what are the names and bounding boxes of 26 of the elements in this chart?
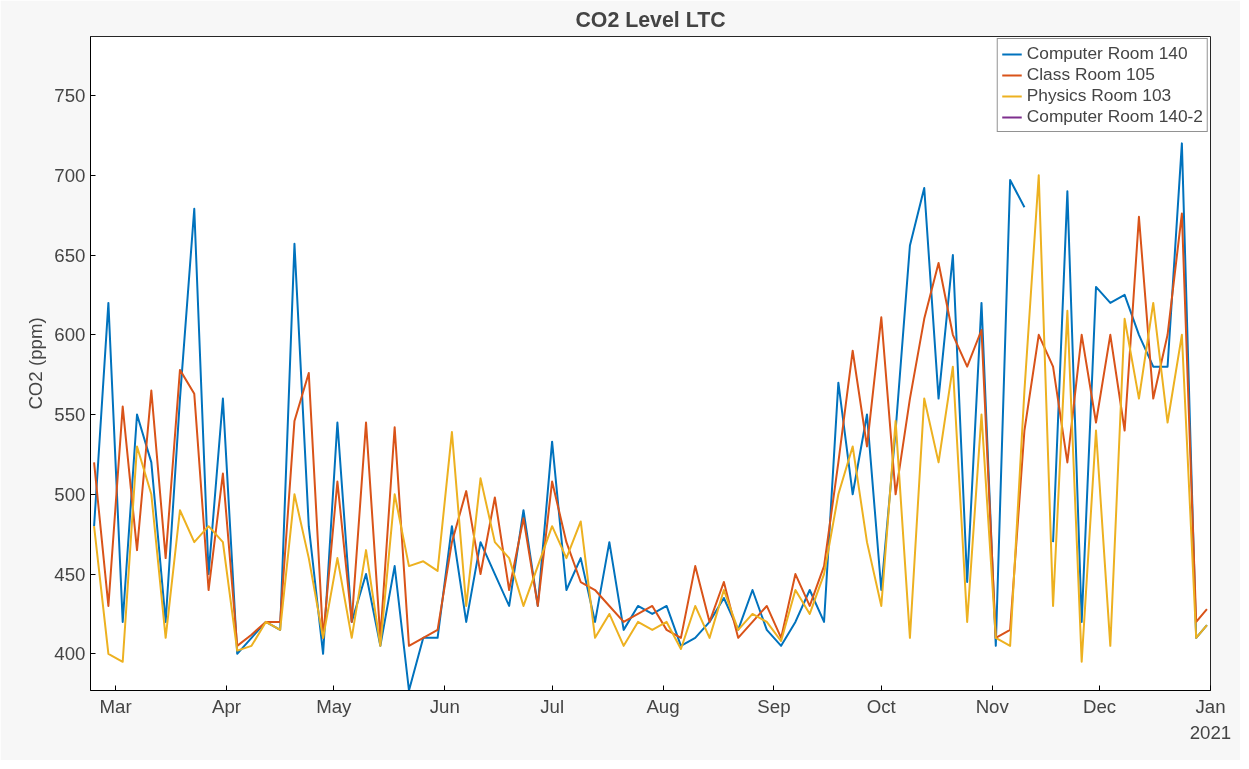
x-tick-label: Dec: [1082, 695, 1117, 717]
y-tick-label: 700: [54, 164, 86, 186]
chart-title: CO2 Level LTC: [575, 7, 726, 32]
x-tick-label: Sep: [757, 695, 791, 717]
x-tick-label: Mar: [99, 695, 132, 717]
x-tick-label: Oct: [866, 695, 897, 717]
x-tick-label: May: [316, 695, 353, 717]
x-tick-label: Apr: [211, 695, 242, 717]
text: 2021: [1189, 721, 1232, 743]
y-tick-label: 450: [54, 563, 86, 585]
y-tick-label: 550: [54, 404, 86, 426]
y-tick-label: 500: [54, 483, 86, 505]
legend-label: Physics Room 103: [1026, 85, 1172, 106]
y-tick-label: 750: [54, 85, 86, 107]
y-tick-label: 400: [54, 643, 86, 665]
y-tick-label: 650: [54, 244, 86, 266]
x-tick-label: Aug: [646, 695, 680, 717]
x-tick-label: Jan: [1195, 695, 1226, 717]
legend-label: Computer Room 140-2: [1026, 106, 1203, 127]
y-tick-label: 600: [54, 324, 86, 346]
legend-label: Computer Room 140: [1026, 43, 1188, 64]
legend-label: Class Room 105: [1026, 64, 1155, 85]
y-axis-title: CO2 (ppm): [25, 317, 47, 410]
x-tick-label: Jun: [429, 695, 460, 717]
x-tick-label: Nov: [975, 695, 1010, 717]
x-tick-label: Jul: [540, 695, 565, 717]
